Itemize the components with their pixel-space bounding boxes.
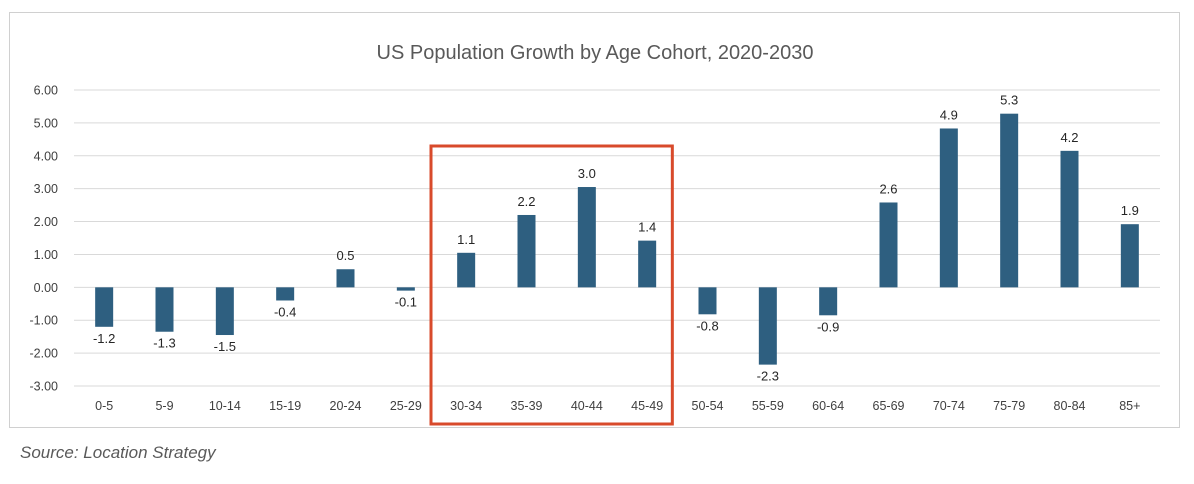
data-label: 1.9	[1121, 203, 1139, 218]
data-label: 2.6	[879, 181, 897, 196]
y-tick-label: -3.00	[30, 380, 59, 394]
data-label: -1.3	[153, 336, 175, 351]
y-tick-label: -2.00	[30, 347, 59, 361]
bar-30-34	[457, 252, 476, 288]
data-label: 1.1	[457, 232, 475, 247]
x-tick-label: 45-49	[631, 399, 663, 413]
bar-80-84	[1060, 150, 1079, 288]
data-label: 1.4	[638, 220, 656, 235]
x-tick-label: 55-59	[752, 399, 784, 413]
y-tick-label: 6.00	[34, 84, 58, 98]
gridlines	[74, 89, 1160, 387]
x-tick-label: 25-29	[390, 399, 422, 413]
data-labels: -1.2 -1.3 -1.5 -0.4 0.5 -0.1 1.1 2.2 3.0 1.4 -0.8 -…	[93, 93, 1139, 384]
bar-0-5	[95, 287, 114, 327]
y-tick-label: 2.00	[34, 215, 58, 229]
bar-85+	[1120, 224, 1139, 288]
source-note: Source: Location Strategy	[20, 443, 216, 462]
data-label: -1.2	[93, 331, 115, 346]
x-tick-label: 15-19	[269, 399, 301, 413]
bar-75-79	[1000, 113, 1019, 288]
bar-20-24	[336, 269, 355, 288]
bar-40-44	[577, 187, 596, 288]
x-tick-label: 35-39	[511, 399, 543, 413]
x-tick-label: 75-79	[993, 399, 1025, 413]
bar-45-49	[638, 240, 657, 288]
y-tick-label: 0.00	[34, 281, 58, 295]
x-tick-label: 70-74	[933, 399, 965, 413]
bar-55-59	[758, 287, 777, 365]
x-tick-label: 80-84	[1054, 399, 1086, 413]
bars	[95, 113, 1139, 365]
y-axis-ticks: 6.00 5.00 4.00 3.00 2.00 1.00 0.00 -1.00 -2.00 -3…	[30, 84, 59, 394]
bar-70-74	[939, 128, 958, 288]
bar-50-54	[698, 287, 717, 315]
bar-35-39	[517, 214, 536, 288]
x-tick-label: 20-24	[330, 399, 362, 413]
y-tick-label: -1.00	[30, 314, 59, 328]
y-tick-label: 1.00	[34, 248, 58, 262]
data-label: -0.8	[696, 318, 718, 333]
data-label: 4.2	[1060, 130, 1078, 145]
bar-25-29	[396, 287, 415, 291]
data-label: -2.3	[757, 369, 779, 384]
highlight-box-layer	[429, 144, 674, 426]
data-label: 4.9	[940, 107, 958, 122]
data-label: 2.2	[517, 194, 535, 209]
highlight-box	[429, 144, 674, 426]
x-tick-label: 50-54	[692, 399, 724, 413]
x-tick-label: 0-5	[95, 399, 113, 413]
x-tick-label: 60-64	[812, 399, 844, 413]
x-tick-label: 40-44	[571, 399, 603, 413]
data-label: 3.0	[578, 166, 596, 181]
data-label: -0.9	[817, 319, 839, 334]
bar-5-9	[155, 287, 174, 332]
data-label: -0.1	[395, 295, 417, 310]
data-label: -0.4	[274, 304, 296, 319]
x-tick-label: 65-69	[873, 399, 905, 413]
bar-65-69	[879, 202, 898, 288]
y-tick-label: 3.00	[34, 182, 58, 196]
bar-10-14	[215, 287, 234, 336]
bar-chart: US Population Growth by Age Cohort, 2020…	[30, 42, 1160, 426]
x-tick-label: 30-34	[450, 399, 482, 413]
bar-15-19	[276, 287, 295, 301]
x-axis-ticks: 0-5 5-9 10-14 15-19 20-24 25-29 30-34 35-39 40-4…	[95, 399, 1140, 413]
data-label: -1.5	[214, 339, 236, 354]
x-tick-label: 10-14	[209, 399, 241, 413]
y-tick-label: 4.00	[34, 149, 58, 163]
data-label: 5.3	[1000, 93, 1018, 108]
x-tick-label: 5-9	[155, 399, 173, 413]
y-tick-label: 5.00	[34, 116, 58, 130]
x-tick-label: 85+	[1119, 399, 1140, 413]
bar-60-64	[819, 287, 838, 316]
chart-frame: US Population Growth by Age Cohort, 2020…	[9, 12, 1180, 428]
data-label: 0.5	[336, 248, 354, 263]
chart-title: US Population Growth by Age Cohort, 2020…	[377, 42, 814, 64]
